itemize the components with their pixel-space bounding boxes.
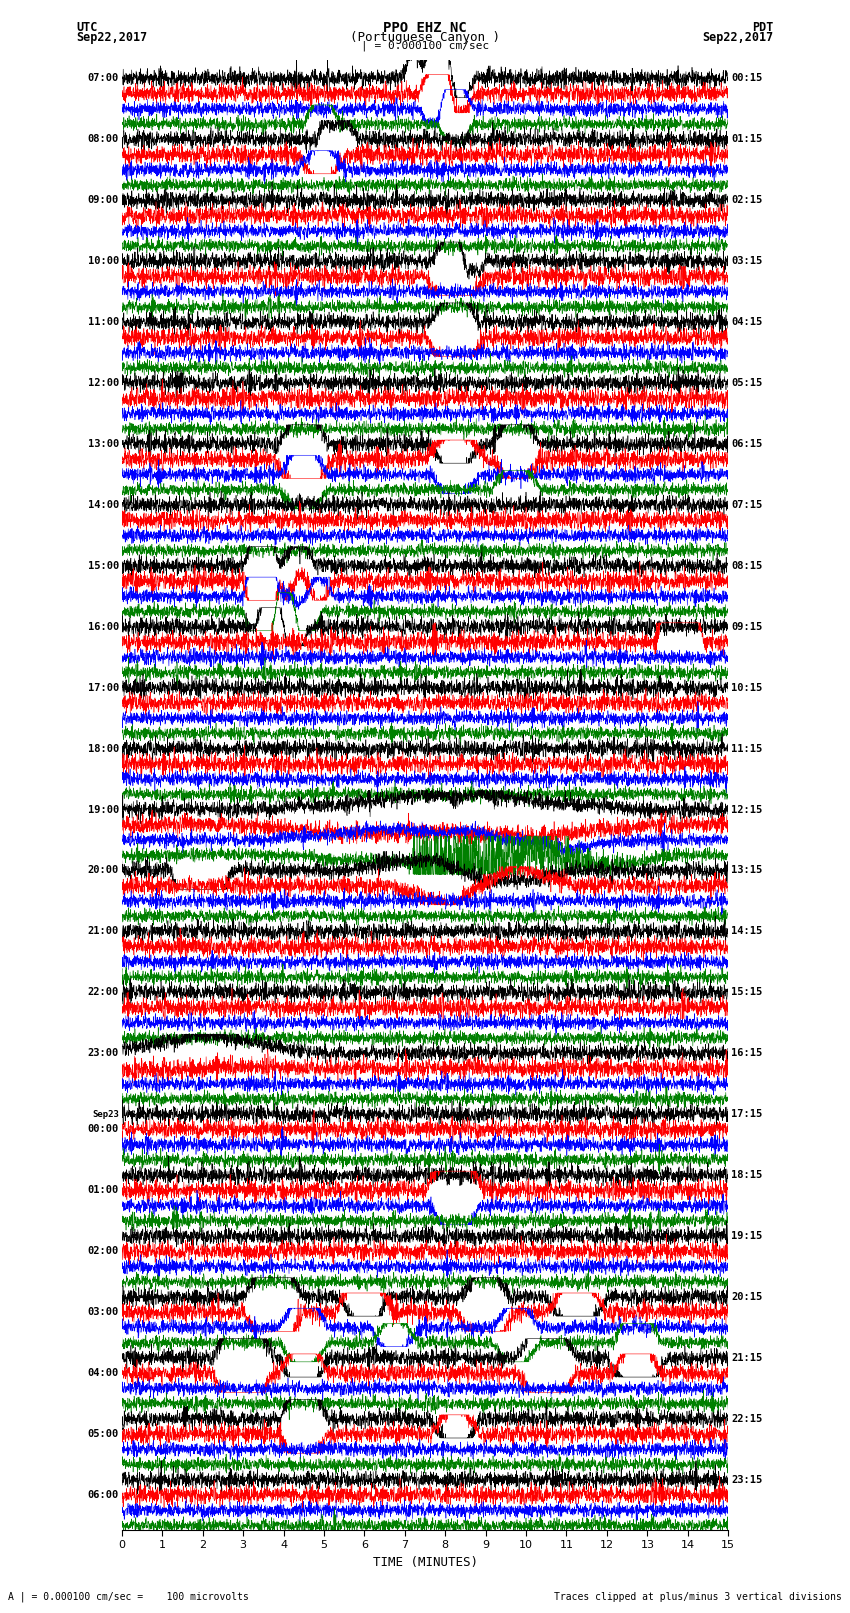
Text: 23:00: 23:00 (88, 1048, 119, 1058)
Text: 17:15: 17:15 (731, 1110, 762, 1119)
Text: Traces clipped at plus/minus 3 vertical divisions: Traces clipped at plus/minus 3 vertical … (553, 1592, 842, 1602)
Text: (Portuguese Canyon ): (Portuguese Canyon ) (350, 31, 500, 44)
Text: 14:15: 14:15 (731, 926, 762, 937)
X-axis label: TIME (MINUTES): TIME (MINUTES) (372, 1557, 478, 1569)
Text: PDT: PDT (752, 21, 774, 34)
Text: 19:15: 19:15 (731, 1231, 762, 1240)
Text: 18:15: 18:15 (731, 1169, 762, 1181)
Text: 14:00: 14:00 (88, 500, 119, 510)
Text: 02:00: 02:00 (88, 1247, 119, 1257)
Text: 11:15: 11:15 (731, 744, 762, 753)
Text: 22:00: 22:00 (88, 987, 119, 997)
Text: 03:15: 03:15 (731, 256, 762, 266)
Text: 07:15: 07:15 (731, 500, 762, 510)
Text: 13:00: 13:00 (88, 439, 119, 448)
Text: 00:15: 00:15 (731, 74, 762, 84)
Text: 17:00: 17:00 (88, 682, 119, 692)
Text: 21:00: 21:00 (88, 926, 119, 937)
Text: 02:15: 02:15 (731, 195, 762, 205)
Text: 05:00: 05:00 (88, 1429, 119, 1439)
Text: 10:15: 10:15 (731, 682, 762, 692)
Text: 20:00: 20:00 (88, 866, 119, 876)
Text: 13:15: 13:15 (731, 866, 762, 876)
Text: UTC: UTC (76, 21, 98, 34)
Text: 12:00: 12:00 (88, 377, 119, 389)
Text: 20:15: 20:15 (731, 1292, 762, 1302)
Text: 06:15: 06:15 (731, 439, 762, 448)
Text: 10:00: 10:00 (88, 256, 119, 266)
Text: 23:15: 23:15 (731, 1474, 762, 1484)
Text: 01:00: 01:00 (88, 1186, 119, 1195)
Text: PPO EHZ NC: PPO EHZ NC (383, 21, 467, 35)
Text: 08:00: 08:00 (88, 134, 119, 145)
Text: 07:00: 07:00 (88, 74, 119, 84)
Text: 21:15: 21:15 (731, 1353, 762, 1363)
Text: Sep22,2017: Sep22,2017 (76, 31, 148, 44)
Text: 18:00: 18:00 (88, 744, 119, 753)
Text: 00:00: 00:00 (88, 1124, 119, 1134)
Text: 16:00: 16:00 (88, 621, 119, 632)
Text: Sep23: Sep23 (92, 1110, 119, 1119)
Text: 09:15: 09:15 (731, 621, 762, 632)
Text: A | = 0.000100 cm/sec =    100 microvolts: A | = 0.000100 cm/sec = 100 microvolts (8, 1590, 249, 1602)
Text: 15:00: 15:00 (88, 561, 119, 571)
Text: 22:15: 22:15 (731, 1415, 762, 1424)
Text: Sep22,2017: Sep22,2017 (702, 31, 774, 44)
Text: 05:15: 05:15 (731, 377, 762, 389)
Text: 11:00: 11:00 (88, 318, 119, 327)
Text: | = 0.000100 cm/sec: | = 0.000100 cm/sec (361, 40, 489, 52)
Text: 15:15: 15:15 (731, 987, 762, 997)
Text: 04:00: 04:00 (88, 1368, 119, 1378)
Text: 03:00: 03:00 (88, 1307, 119, 1318)
Text: 08:15: 08:15 (731, 561, 762, 571)
Text: 16:15: 16:15 (731, 1048, 762, 1058)
Text: 06:00: 06:00 (88, 1490, 119, 1500)
Text: 12:15: 12:15 (731, 805, 762, 815)
Text: 01:15: 01:15 (731, 134, 762, 145)
Text: 04:15: 04:15 (731, 318, 762, 327)
Text: 09:00: 09:00 (88, 195, 119, 205)
Text: 19:00: 19:00 (88, 805, 119, 815)
